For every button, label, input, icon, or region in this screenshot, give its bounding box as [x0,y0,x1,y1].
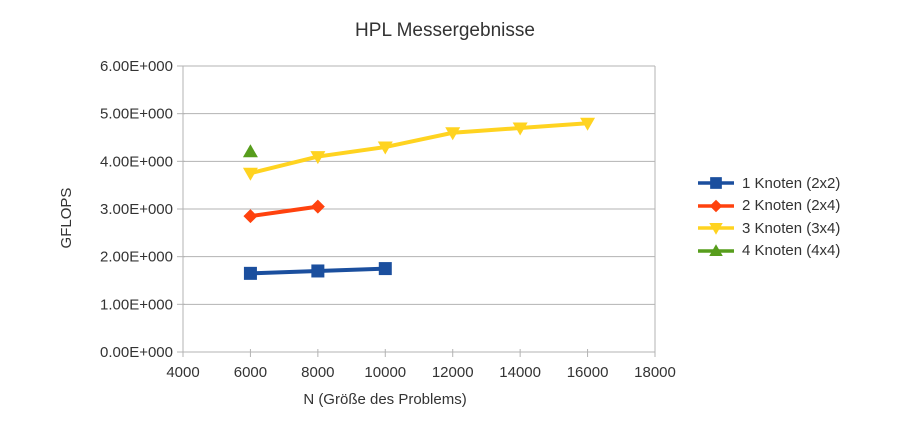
legend-triangle-down-icon [698,223,734,235]
legend-label: 4 Knoten (4x4) [742,242,841,260]
x-tick-label: 8000 [301,364,334,381]
legend-item-2: 2 Knoten (2x4) [697,195,840,218]
x-tick-label: 18000 [634,364,676,381]
legend-item-1: 1 Knoten (2x2) [697,172,840,195]
data-point-series-1 [378,262,392,276]
x-tick-label: 14000 [499,364,541,381]
legend: 1 Knoten (2x2) 2 Knoten (2x4) 3 Knoten (3x… [697,172,840,262]
legend-diamond-icon [698,199,734,213]
legend-marker-triangle-up [709,244,723,256]
x-tick-label: 4000 [166,364,199,381]
data-point-series-2 [243,209,258,224]
y-tick-label: 0.00E+000 [100,344,173,361]
y-tick-label: 1.00E+000 [100,296,173,313]
data-point-series-2 [310,199,325,214]
legend-marker-diamond [709,199,723,213]
data-point-series-3 [377,141,393,155]
x-tick-label: 10000 [364,364,406,381]
data-point-series-4 [242,144,258,158]
legend-item-4: 4 Knoten (4x4) [697,240,840,263]
y-tick-label: 3.00E+000 [100,201,173,218]
legend-marker-triangle-down [709,223,723,235]
legend-square-icon [698,177,734,190]
data-point-series-3 [580,117,596,131]
legend-item-3: 3 Knoten (3x4) [697,217,840,240]
y-tick-label: 5.00E+000 [100,106,173,123]
series-line-3 [249,121,588,176]
series-line-2 [250,204,319,219]
legend-marker-square [710,177,722,190]
legend-triangle-up-icon [698,244,734,256]
y-tick-label: 4.00E+000 [100,153,173,170]
legend-label: 2 Knoten (2x4) [742,197,841,215]
x-tick-label: 6000 [234,364,267,381]
data-point-series-1 [311,264,325,278]
chart-title: HPL Messergebnisse [355,20,535,41]
data-point-series-3 [445,127,461,141]
data-point-series-3 [310,151,326,165]
x-axis-title: N (Größe des Problems) [303,391,467,408]
x-tick-label: 12000 [432,364,474,381]
data-point-series-3 [242,167,258,181]
data-point-series-3 [512,122,528,136]
legend-label: 3 Knoten (3x4) [742,219,841,237]
legend-label: 1 Knoten (2x2) [742,174,841,192]
data-point-series-1 [243,266,257,280]
x-tick-label: 16000 [567,364,609,381]
y-tick-label: 2.00E+000 [100,249,173,266]
y-tick-label: 6.00E+000 [100,58,173,75]
